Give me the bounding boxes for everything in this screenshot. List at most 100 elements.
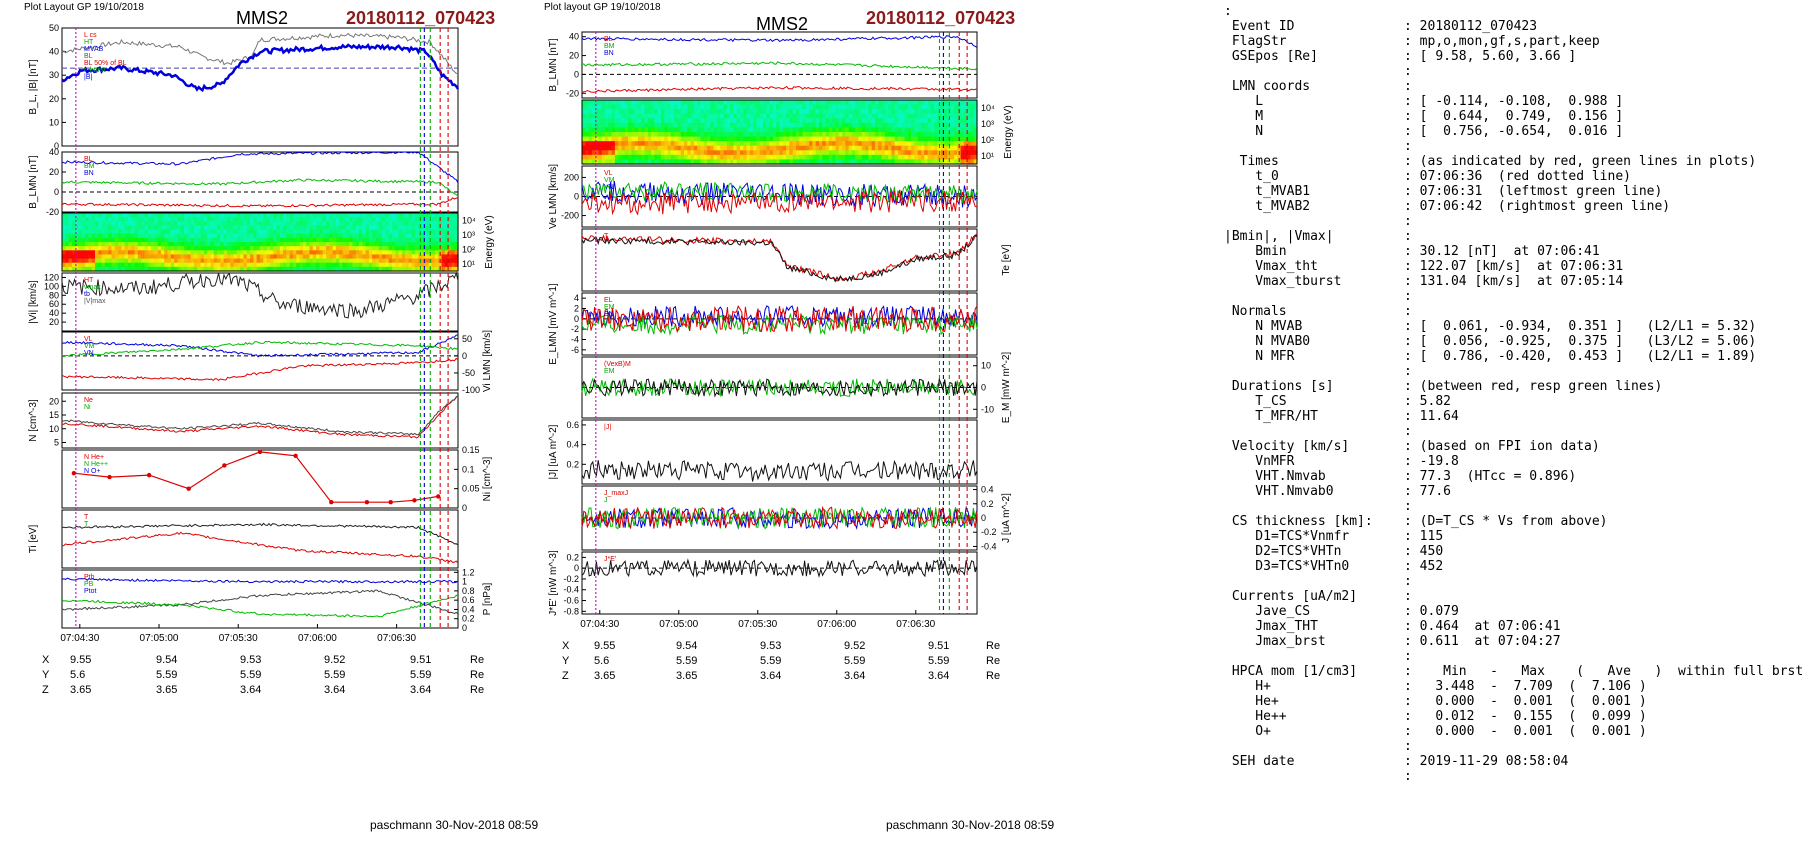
spectrogram-cell (227, 246, 231, 251)
spectrogram-cell (947, 154, 952, 161)
spectrogram-cell (601, 122, 606, 129)
spectrogram-cell (651, 122, 656, 129)
spectrogram-cell (421, 250, 426, 256)
spectrogram-cell (296, 217, 301, 222)
spectrogram-cell (881, 109, 886, 115)
spectrogram-cell (312, 213, 317, 218)
spectrogram-cell (339, 221, 344, 227)
spectrogram-cell (848, 132, 853, 138)
spectrogram-cell (124, 254, 129, 260)
spectrogram-cell (763, 100, 767, 106)
spectrogram-cell (263, 237, 268, 243)
spectrogram-cell (809, 136, 814, 142)
spectrogram-cell (707, 122, 711, 129)
spectrogram-cell (128, 221, 132, 227)
spectrogram-cell (921, 141, 925, 147)
spectrogram-cell (618, 150, 623, 156)
spectrogram-cell (819, 154, 823, 161)
spectrogram-cell (907, 136, 912, 142)
spectrogram-cell (326, 233, 330, 239)
spectrogram-cell (68, 213, 73, 218)
spectrogram-cell (194, 242, 198, 247)
spectrogram-cell (848, 104, 853, 110)
spectrogram-cell (197, 254, 202, 260)
spectrogram-cell (614, 104, 619, 110)
spectrogram-cell (799, 141, 804, 147)
spectrogram-cell (730, 109, 735, 115)
summary-line: He+ : 0.000 - 0.001 ( 0.001 ) (1224, 694, 1647, 709)
spectrogram-cell (812, 132, 817, 138)
spectrogram-cell (194, 237, 198, 243)
spectrogram-cell (151, 266, 155, 272)
spectrogram-cell (730, 136, 735, 142)
spectrogram-cell (680, 136, 685, 142)
spectrogram-cell (963, 136, 968, 142)
spectrogram-cell (332, 225, 337, 231)
spectrogram-cell (444, 266, 449, 272)
spectrogram-cell (868, 145, 873, 151)
spectrogram-cell (395, 233, 400, 239)
spectrogram-cell (700, 132, 705, 138)
spectrogram-cell (707, 109, 711, 115)
spectrogram-cell (917, 159, 922, 165)
spectrogram-cell (591, 159, 596, 165)
spectrogram-cell (382, 237, 386, 243)
spectrogram-cell (349, 225, 353, 231)
spectrogram-cell (874, 145, 879, 151)
spectrogram-cell (217, 266, 221, 272)
spectrogram-cell (710, 127, 715, 133)
spectrogram-cell (157, 217, 162, 222)
spectrogram-cell (233, 266, 238, 272)
spectrogram-cell (114, 237, 119, 243)
spectrogram-cell (661, 104, 665, 110)
spectrogram-cell (684, 159, 688, 165)
spectrogram-cell (319, 254, 324, 260)
spectrogram-cell (894, 122, 899, 129)
spectrogram-cell (299, 225, 304, 231)
spectrogram-cell (273, 213, 278, 218)
spectrogram-cell (411, 258, 416, 264)
spectrogram-cell (624, 154, 629, 161)
spectrogram-cell (585, 109, 590, 115)
spectrogram-cell (362, 250, 367, 256)
spectrogram-cell (940, 113, 945, 119)
spectrogram-cell (434, 258, 439, 264)
spectrogram-cell (759, 122, 764, 129)
spectrogram-cell (967, 100, 972, 106)
spectrogram-cell (421, 254, 426, 260)
spectrogram-cell (838, 118, 843, 124)
spectrogram-cell (81, 250, 86, 256)
spectrogram-cell (223, 254, 228, 260)
spectrogram-cell (927, 136, 932, 142)
spectrogram-cell (200, 262, 205, 268)
spectrogram-cell (726, 141, 731, 147)
spectrogram-cell (359, 242, 363, 247)
spectrogram-cell (75, 217, 80, 222)
spectrogram-cell (608, 113, 613, 119)
spectrogram-cell (425, 266, 429, 272)
spectrogram-cell (177, 266, 182, 272)
spectrogram-cell (911, 118, 916, 124)
spectrogram-cell (207, 237, 212, 243)
spectrogram-cell (197, 213, 202, 218)
spectrogram-cell (289, 250, 294, 256)
series-line-Tperp (581, 234, 978, 283)
spectrogram-cell (865, 159, 869, 165)
spectrogram-cell (690, 122, 695, 129)
spectrogram-cell (246, 250, 251, 256)
spectrogram-cell (184, 266, 188, 272)
spectrogram-cell (654, 141, 659, 147)
spectrogram-cell (940, 141, 945, 147)
spectrogram-cell (101, 225, 106, 231)
spectrogram-cell (137, 233, 142, 239)
spectrogram-cell (703, 104, 708, 110)
tick-label: 40 (49, 47, 59, 57)
spectrogram-cell (253, 262, 258, 268)
spectrogram-cell (448, 266, 452, 272)
spectrogram-cell (283, 213, 287, 218)
spectrogram-cell (693, 159, 698, 165)
spectrogram-cell (85, 213, 89, 218)
spectrogram-cell (359, 229, 363, 235)
tick-label: 1 (462, 577, 467, 587)
